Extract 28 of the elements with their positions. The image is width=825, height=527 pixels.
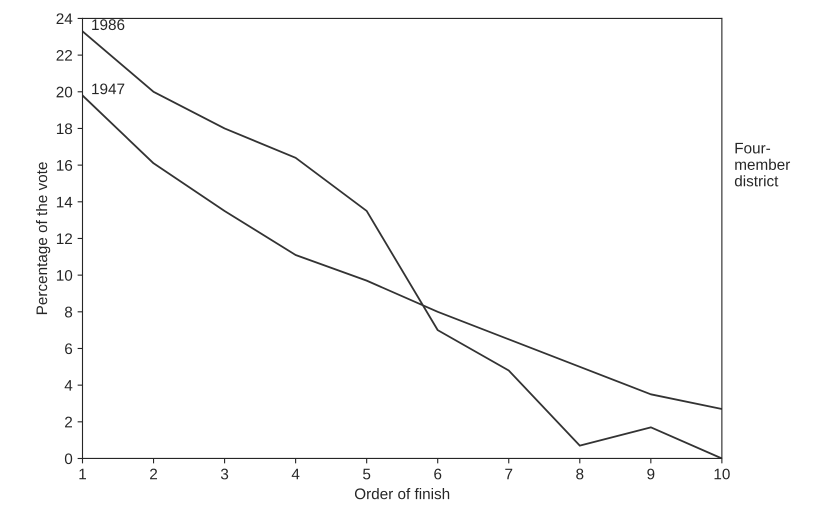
y-tick-label: 12 bbox=[56, 233, 72, 244]
x-tick-label: 5 bbox=[363, 468, 370, 480]
series-label: 1947 bbox=[92, 83, 124, 94]
x-tick-label: 7 bbox=[505, 468, 512, 480]
x-tick-label: 2 bbox=[150, 468, 158, 480]
y-tick-label: 6 bbox=[65, 343, 72, 354]
y-axis-title: Percentage of the vote bbox=[36, 162, 50, 314]
y-tick-label: 4 bbox=[64, 380, 72, 391]
y-tick-label: 22 bbox=[56, 50, 72, 61]
y-tick-label: 16 bbox=[56, 160, 72, 171]
x-tick-label: 8 bbox=[576, 468, 584, 480]
y-tick-label: 8 bbox=[64, 306, 72, 318]
y-tick-label: 2 bbox=[65, 416, 72, 428]
x-axis-title: Order of finish bbox=[354, 488, 450, 500]
y-tick-label: 10 bbox=[56, 270, 72, 281]
x-tick-label: 1 bbox=[79, 468, 86, 480]
x-tick-label: 9 bbox=[647, 468, 654, 480]
y-tick-label: 14 bbox=[56, 196, 72, 208]
y-tick-label: 20 bbox=[56, 86, 72, 98]
series-label: 1986 bbox=[92, 19, 124, 30]
y-tick-label: 18 bbox=[56, 123, 72, 134]
x-tick-label: 10 bbox=[714, 468, 730, 480]
x-tick-label: 4 bbox=[292, 468, 300, 480]
y-tick-label: 24 bbox=[56, 13, 72, 24]
y-tick-label: 0 bbox=[64, 453, 72, 464]
x-tick-label: 6 bbox=[434, 468, 442, 480]
text: Four- member district bbox=[734, 142, 790, 186]
x-tick-label: 3 bbox=[220, 468, 228, 480]
